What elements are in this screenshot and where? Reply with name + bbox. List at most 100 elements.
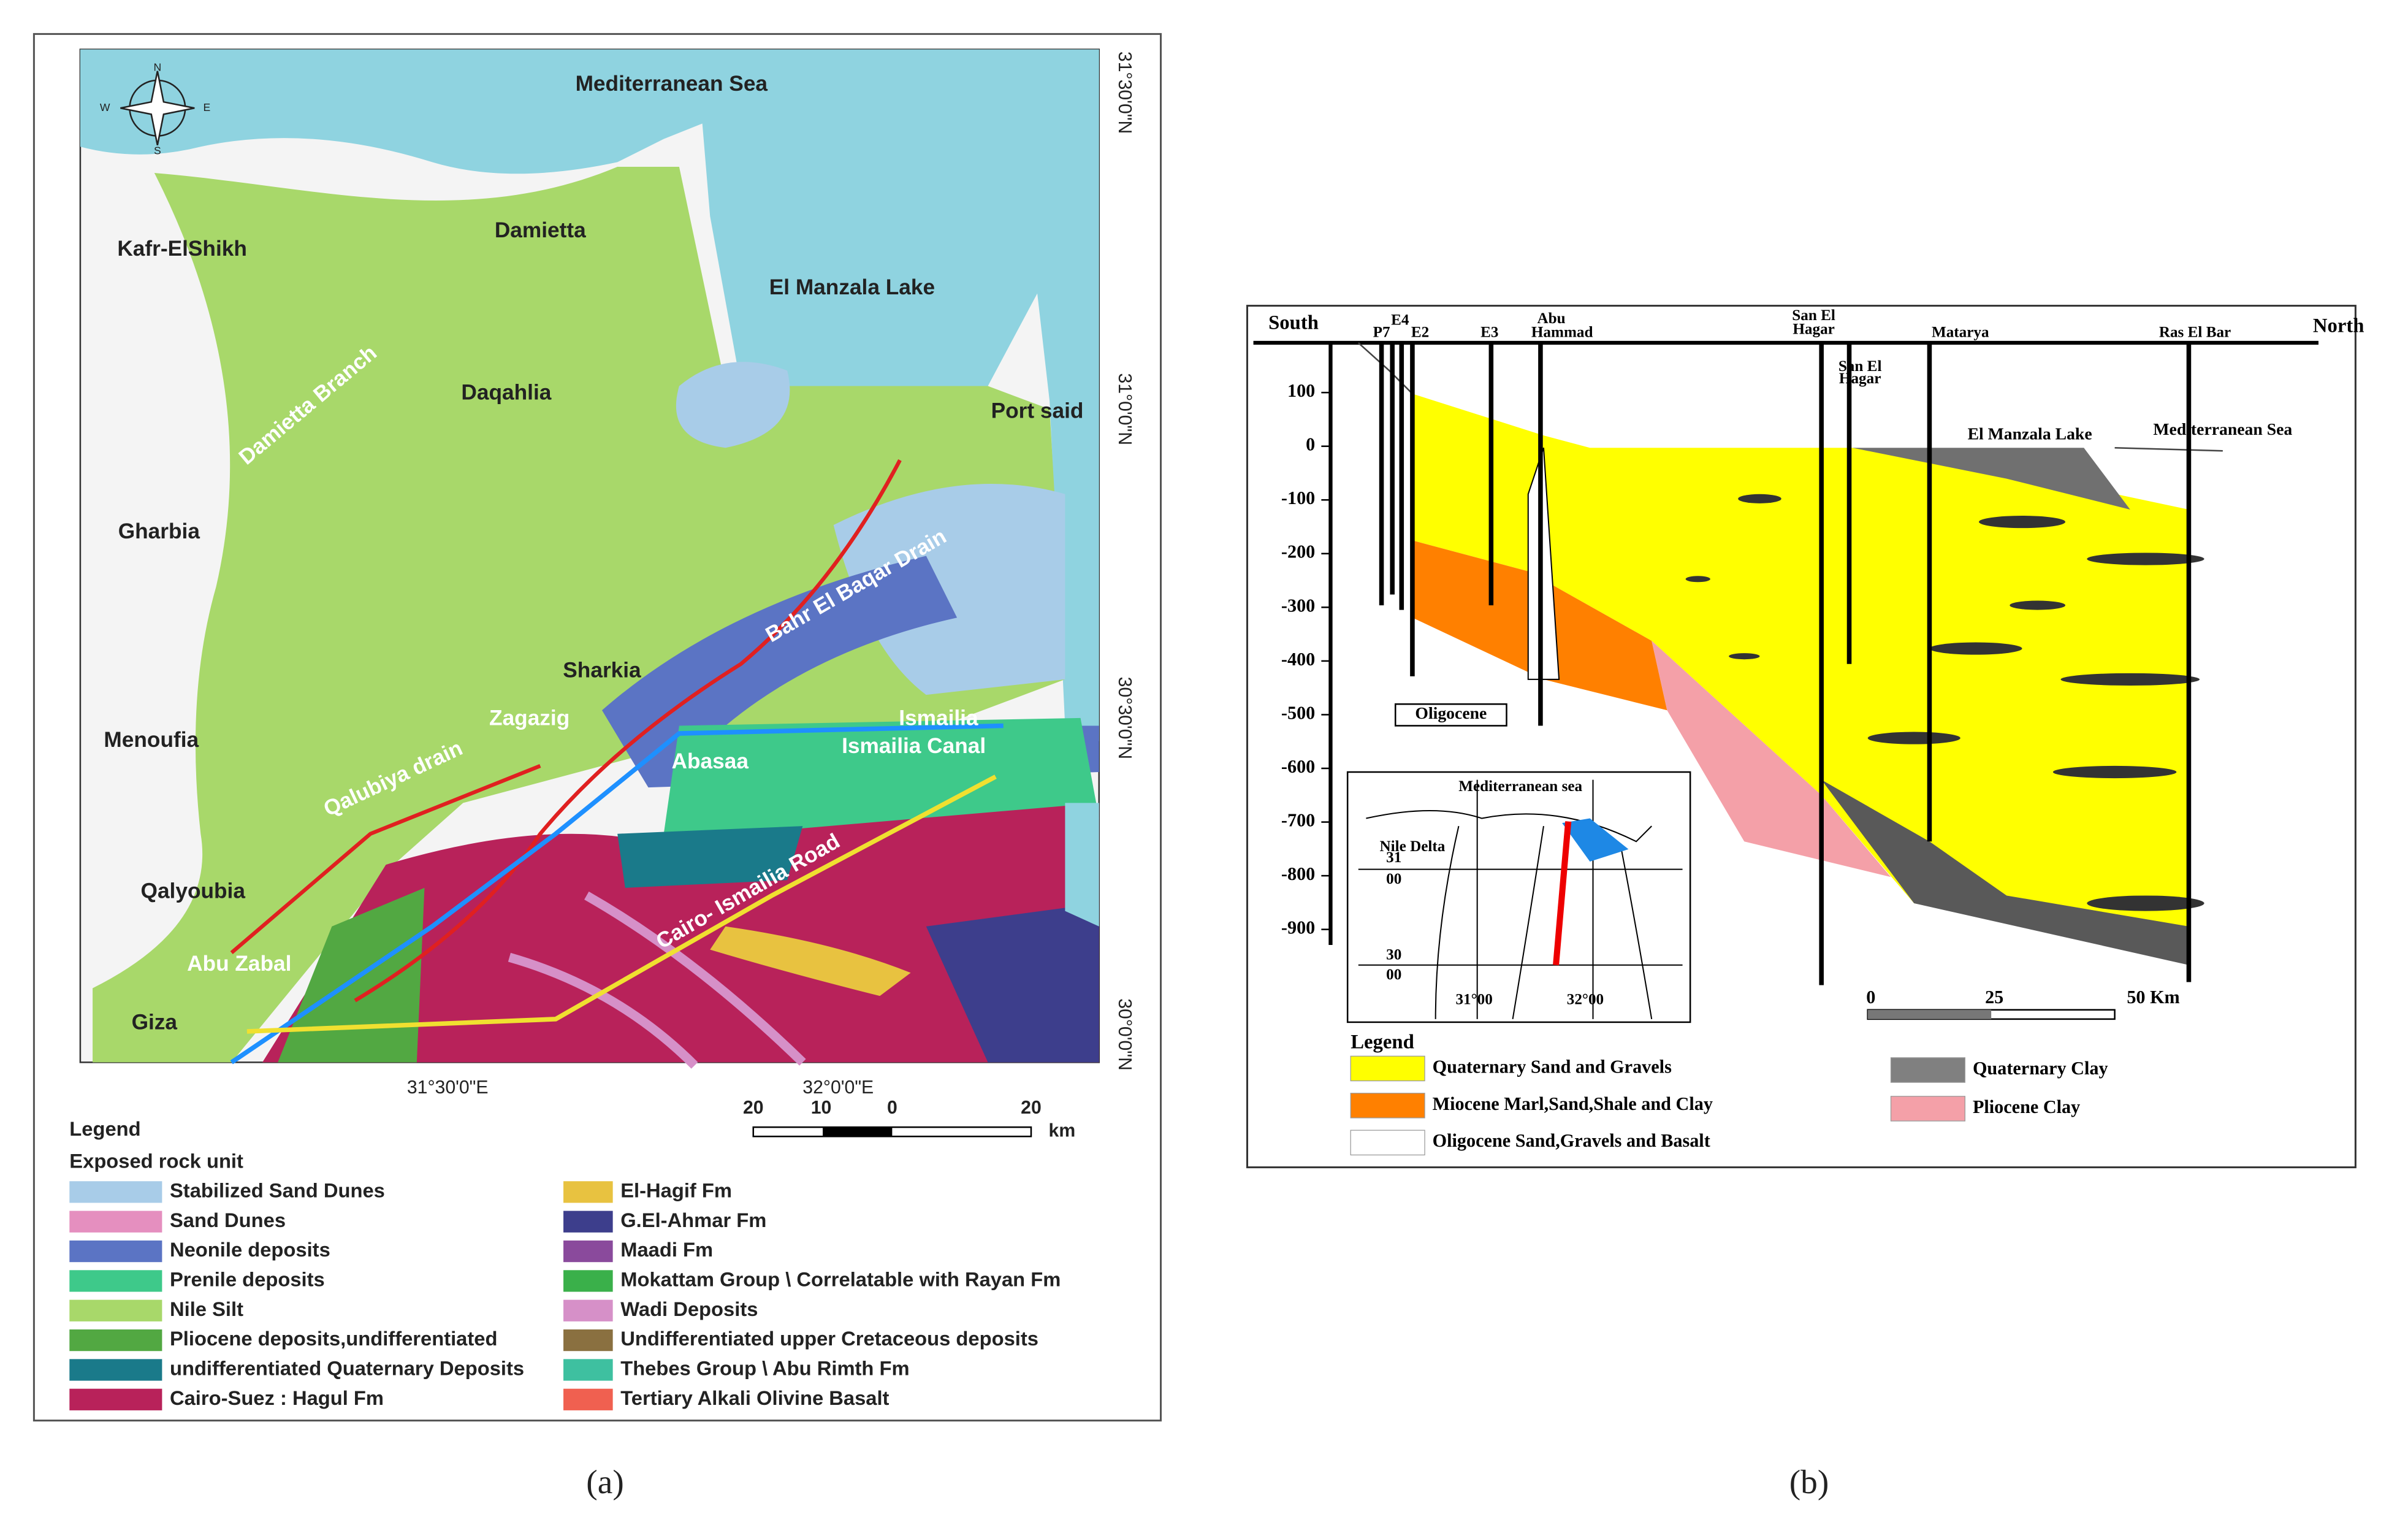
place-label: Ismailia Canal: [842, 734, 986, 758]
map-shape: [1685, 576, 1710, 583]
map-shape: [1729, 653, 1760, 660]
map-shape: [2010, 600, 2066, 610]
map-shape: [1821, 779, 2189, 965]
legend-label: El-Hagif Fm: [620, 1179, 732, 1202]
legend-swatch: [563, 1329, 613, 1352]
legend-label: Pliocene Clay: [1973, 1096, 2080, 1117]
map-shape: [710, 926, 911, 996]
caption: (a): [586, 1463, 623, 1501]
inset-label: 00: [1386, 966, 1401, 983]
legend-swatch: [69, 1240, 162, 1263]
scale-label: km: [1049, 1121, 1076, 1141]
depth-tick-label: -800: [1281, 863, 1315, 884]
legend-swatch: [563, 1210, 613, 1233]
inset-label: 31°00: [1455, 991, 1492, 1008]
scale-label: 20: [1021, 1098, 1042, 1118]
map-shape: [833, 483, 1065, 695]
well-label: San El: [1792, 307, 1835, 324]
legend-label: Maadi Fm: [620, 1238, 713, 1261]
map-shapes: [32, 33, 2357, 1422]
legend-label: Stabilized Sand Dunes: [170, 1179, 385, 1202]
place-label: El Manzala Lake: [769, 275, 935, 299]
map-shape: [1852, 448, 2130, 510]
map-shape: [230, 723, 1004, 1065]
legend-swatch: [1890, 1096, 1965, 1122]
map-shape: [1562, 818, 1629, 862]
place-label: Zagazig: [489, 706, 570, 730]
legend-label: Quaternary Sand and Gravels: [1433, 1056, 1672, 1077]
legend-label: Prenile deposits: [170, 1268, 325, 1291]
map-shape: [120, 71, 195, 145]
scale-label: 25: [1985, 987, 2003, 1008]
map-shape: [1358, 779, 1683, 1020]
depth-tick-label: -200: [1281, 541, 1315, 562]
map-shape: [93, 166, 1065, 1063]
well-label: E3: [1480, 324, 1498, 341]
map-shape: [1685, 494, 2204, 911]
place-label: Kafr-ElShikh: [117, 237, 247, 261]
map-shape: [2060, 673, 2200, 686]
well-label: San El: [1838, 358, 1882, 375]
inset-label: Mediterranean sea: [1458, 778, 1582, 795]
well-label: Ras El Bar: [2159, 324, 2231, 341]
map-shape: [2114, 446, 2223, 452]
scale-label: 20: [743, 1098, 764, 1118]
place-label: Qalyoubia: [141, 879, 246, 903]
depth-tick-label: -300: [1281, 595, 1315, 616]
coordinate-label: 30°30'0"N: [1114, 677, 1135, 759]
map-shape: [1412, 394, 2189, 965]
depth-tick-label: 0: [1306, 434, 1315, 455]
scale-label: 50 Km: [2127, 987, 2179, 1008]
legend-swatch: [563, 1359, 613, 1381]
well-label: Matarya: [1932, 324, 1989, 341]
place-label: Port said: [991, 399, 1084, 423]
well-label: Abu: [1537, 310, 1565, 327]
inset-label: Nile Delta: [1379, 838, 1445, 855]
scale-label: 0: [1866, 987, 1875, 1008]
coordinate-label: 30°0'0"N: [1114, 998, 1135, 1071]
feature-label: Mediterranean Sea: [2153, 419, 2292, 438]
map-shape: [354, 459, 902, 1003]
well-label: P7: [1373, 324, 1390, 341]
map-shape: [80, 49, 1099, 741]
legend-title: Legend: [1351, 1031, 1414, 1054]
map-shape: [1394, 703, 1507, 727]
well-label: E2: [1411, 324, 1429, 341]
place-label: Damietta: [495, 218, 586, 242]
coordinate-label: 31°0'0"N: [1114, 373, 1135, 445]
depth-tick-label: -400: [1281, 649, 1315, 670]
place-label: Sharkia: [563, 659, 641, 683]
end-label: North: [2313, 315, 2364, 337]
map-shape: [262, 803, 1099, 1063]
map-shape: [2052, 765, 2177, 779]
depth-tick-label: -100: [1281, 488, 1315, 508]
legend-subtitle: Exposed rock unit: [69, 1150, 243, 1172]
legend-label: Mokattam Group \ Correlatable with Rayan…: [620, 1268, 1061, 1291]
place-label: Giza: [132, 1011, 178, 1034]
legend-label: Thebes Group \ Abu Rimth Fm: [620, 1357, 909, 1380]
legend-swatch: [69, 1270, 162, 1292]
map-shape: [2087, 553, 2204, 565]
depth-tick-label: -700: [1281, 809, 1315, 830]
map-shape: [1435, 825, 1653, 1020]
legend-swatch: [563, 1181, 613, 1203]
map-shape: [1553, 821, 1572, 966]
inset-label: 30: [1386, 946, 1401, 963]
legend-label: Miocene Marl,Sand,Shale and Clay: [1433, 1093, 1713, 1114]
legend-label: Tertiary Alkali Olivine Basalt: [620, 1386, 889, 1409]
legend-swatch: [1350, 1055, 1425, 1082]
legend-label: G.El-Ahmar Fm: [620, 1209, 766, 1231]
well-label: Hagar: [1839, 370, 1881, 387]
legend-swatch: [69, 1388, 162, 1410]
inset-label: 00: [1386, 871, 1401, 887]
map-shape: [120, 71, 195, 145]
legend-swatch: [563, 1388, 613, 1410]
map-shape: [246, 774, 997, 1034]
legend-label: Nile Silt: [170, 1298, 243, 1320]
compass-letter: E: [204, 101, 211, 113]
well-label: E4: [1391, 312, 1409, 329]
legend-swatch: [1350, 1093, 1425, 1119]
end-label: South: [1268, 312, 1319, 334]
map-shape: [926, 903, 1099, 1063]
